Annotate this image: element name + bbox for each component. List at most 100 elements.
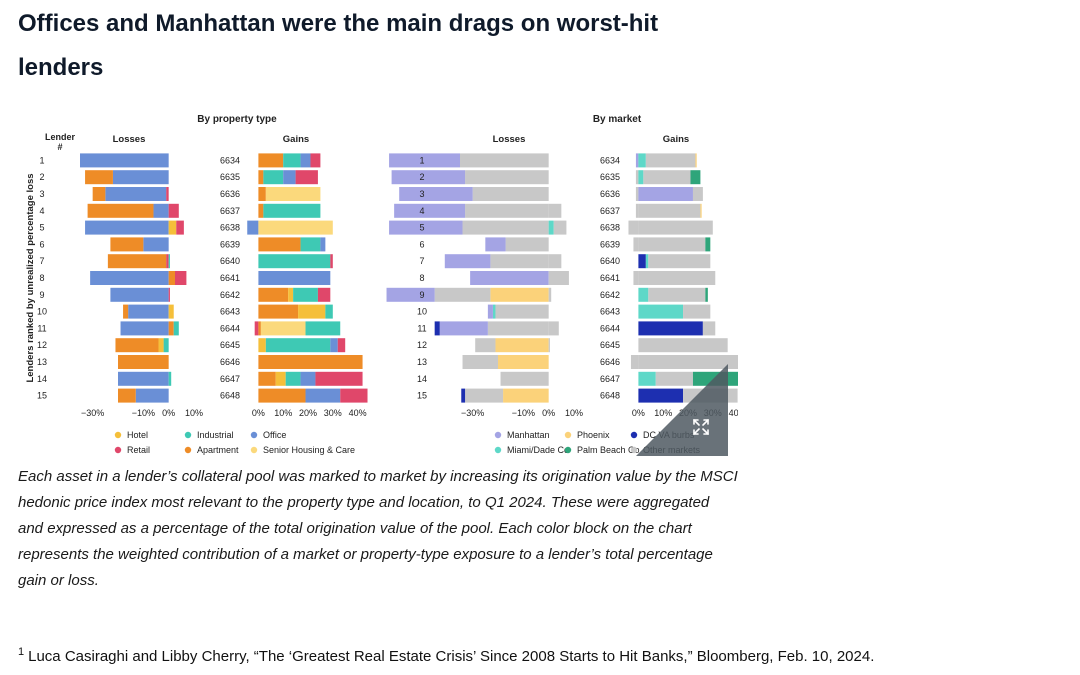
legend-swatch [184,446,192,454]
gain-bar-segment-miami [638,371,656,386]
gain-bar-segment-hotel [258,338,266,353]
gain-bar-segment-retail [315,371,363,386]
loss-bar-segment-office [143,237,169,252]
loss-bar-segment-other [495,304,549,319]
page-title: Offices and Manhattan were the main drag… [18,10,659,81]
loss-bar-segment-manhattan [389,220,463,235]
lender-label: 10 [417,307,427,317]
loss-bar-segment-dcva [434,321,440,336]
gain-lender-label: 6643 [600,307,620,317]
loss-bar-segment-manhattan [389,153,460,168]
loss-bar-segment-other [553,220,567,235]
lender-label: 2 [39,172,44,182]
gain-lender-label: 6638 [220,223,240,233]
lender-label: 8 [39,273,44,283]
legend-label: Office [263,430,286,440]
gain-lender-label: 6645 [600,340,620,350]
lender-label: 15 [37,391,47,401]
loss-bar-segment-other [487,321,549,336]
gain-bar-segment-office [305,388,341,403]
lender-label: 13 [417,357,427,367]
loss-bar-segment-dcva [461,388,466,403]
gain-bar-segment-other [683,304,711,319]
gain-bar-segment-retail [254,321,259,336]
gain-tick-label: 0% [252,408,265,418]
gain-bar-segment-dcva [638,254,646,269]
loss-bar-segment-apartment [115,338,159,353]
gain-lender-label: 6637 [600,206,620,216]
loss-bar-segment-office [80,153,169,168]
gain-bar-segment-office [283,170,296,185]
gain-bar-segment-other [633,237,639,252]
gain-bar-segment-manhattan [638,187,693,201]
loss-bar-segment-office [90,271,169,285]
chart-caption: Each asset in a lender’s collateral pool… [18,468,738,589]
gain-bar-segment-office [300,153,311,168]
loss-bar-segment-industrial [168,371,172,386]
legend-label: Phoenix [577,430,610,440]
gain-bar-segment-senior [265,187,321,201]
gain-lender-label: 6644 [220,323,240,333]
legend-label: Palm Beach Co [577,445,640,455]
legend-swatch [184,431,192,439]
loss-bar-segment-miami [492,304,496,319]
expand-chart-button[interactable] [636,364,728,456]
loss-bar-segment-manhattan [394,203,466,218]
loss-bar-segment-apartment [168,271,175,285]
loss-bar-segment-manhattan [391,170,466,185]
loss-bar-segment-miami [548,220,554,235]
gain-lender-label: 6642 [220,290,240,300]
lender-label: 10 [37,307,47,317]
footnote-number: 1 [18,646,25,658]
gain-bar-segment-industrial [300,237,321,252]
loss-tick-label: −30% [81,408,104,418]
loss-tick-label: −10% [512,408,535,418]
loss-bar-segment-industrial [163,338,169,353]
gain-bar-segment-other [638,237,706,252]
loss-bar-segment-retail [168,203,179,218]
legend-label: Industrial [197,430,234,440]
loss-tick-label: −30% [461,408,484,418]
gain-bar-segment-apartment [258,153,284,168]
gain-bar-segment-office [320,237,326,252]
loss-bar-segment-other [548,203,562,218]
lender-label: 2 [419,172,424,182]
gain-bar-segment-other [648,254,711,269]
gain-bar-segment-hotel [288,287,294,302]
loss-bar-segment-other [490,254,549,269]
loss-bar-segment-other [548,287,552,302]
loss-bar-segment-other [434,287,491,302]
gain-lender-label: 6647 [220,374,240,384]
legend-label: Hotel [127,430,148,440]
lender-gain-loss-chart: Lenders ranked by unrealized percentage … [25,114,738,456]
legend-swatch [494,446,502,454]
gain-lender-label: 6639 [600,239,620,249]
legend-swatch [630,431,638,439]
loss-bar-segment-manhattan [386,287,435,302]
gain-bar-segment-other [635,170,639,185]
gain-bar-segment-apartment [258,388,306,403]
lender-column-title-symbol: # [57,142,62,152]
gain-lender-label: 6639 [220,239,240,249]
lender-label: 15 [417,391,427,401]
gain-bar-segment-miami [638,153,646,168]
gain-bar-segment-office [300,371,316,386]
gain-lender-label: 6646 [220,357,240,367]
gain-tick-label: 40% [729,408,738,418]
gain-lender-label: 6641 [220,273,240,283]
gain-bar-segment-apartment [258,237,301,252]
lender-label: 4 [419,206,424,216]
legend-swatch [250,431,258,439]
loss-bar-segment-manhattan [487,304,493,319]
gain-bar-segment-other [638,271,716,285]
loss-bar-segment-phoenix [503,388,549,403]
losses-title: Losses [493,134,526,145]
gain-bar-segment-apartment [258,203,264,218]
loss-bar-segment-other [462,355,498,369]
gain-bar-segment-industrial [265,338,331,353]
loss-bar-segment-apartment [123,304,129,319]
y-axis-title: Lenders ranked by unrealized percentage … [25,173,36,382]
loss-bar-segment-other [462,220,549,235]
loss-bar-segment-office [85,220,169,235]
